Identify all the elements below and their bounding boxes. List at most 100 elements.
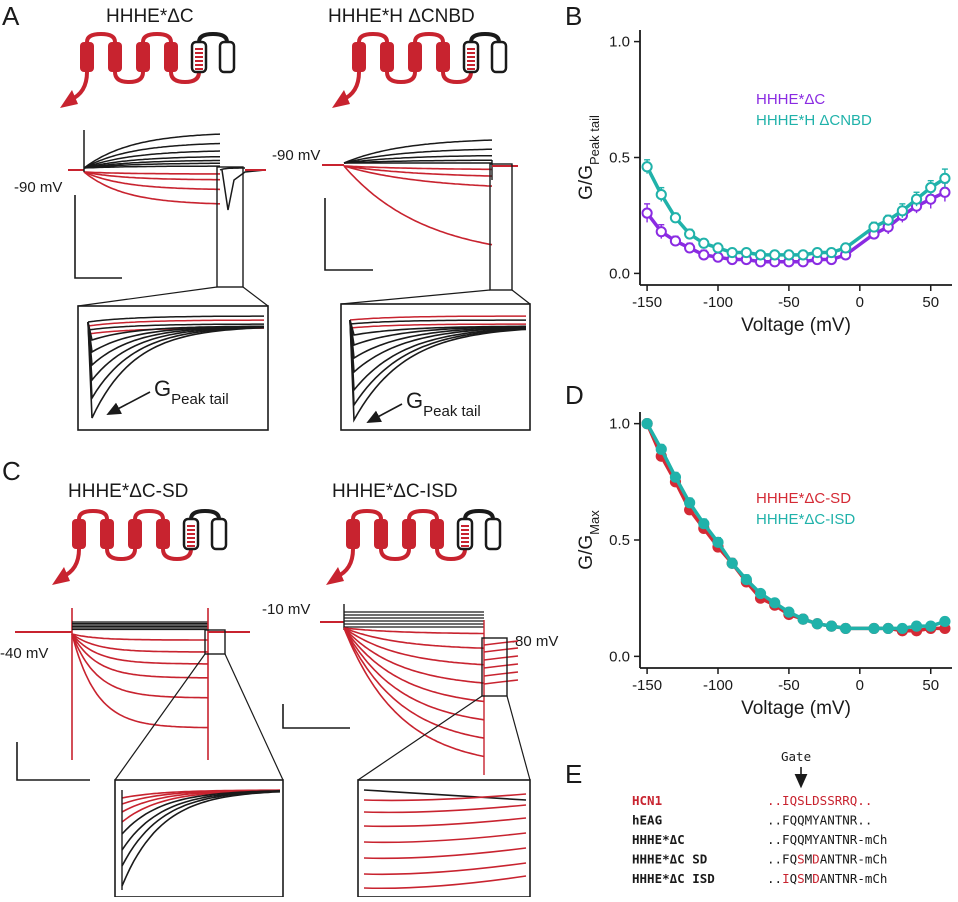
current-trace	[71, 633, 208, 679]
legend-b-0: HHHE*ΔC	[756, 91, 825, 108]
inset-tail-c-left	[114, 779, 284, 898]
data-point	[740, 246, 752, 259]
x-tick-label: -50	[778, 294, 800, 311]
channel-cartoon-a-right	[332, 31, 508, 108]
data-point	[939, 186, 951, 198]
data-point	[939, 172, 951, 184]
data-point	[641, 207, 653, 219]
zoom-region-c-right	[481, 637, 508, 697]
data-point	[712, 251, 724, 263]
transmembrane-helix-icon	[484, 517, 502, 551]
holding-voltage-a-right: -90 mV	[272, 147, 320, 164]
panel-letter-b: B	[565, 1, 582, 31]
current-trace	[83, 155, 220, 169]
tail-current-trace	[483, 640, 519, 646]
x-tick-label: -150	[632, 677, 662, 694]
current-trace	[83, 165, 220, 169]
transmembrane-helix-icon	[352, 42, 366, 72]
x-tick-label: -100	[703, 294, 733, 311]
data-point	[655, 226, 667, 238]
x-tick-label: 50	[922, 677, 939, 694]
data-point	[726, 557, 738, 569]
data-point	[698, 237, 710, 249]
inset-trace	[349, 319, 527, 423]
data-point	[754, 587, 767, 600]
current-trace	[83, 142, 221, 169]
scale-bar-a-left	[74, 195, 122, 279]
x-tick-label: 0	[856, 677, 864, 694]
holding-voltage-c-right: -10 mV	[262, 601, 310, 618]
current-trace	[343, 165, 493, 187]
data-point	[939, 615, 951, 628]
current-trace	[343, 165, 493, 177]
data-point	[825, 620, 838, 632]
sequence-name: HCN1	[632, 793, 662, 808]
current-trace	[83, 171, 220, 175]
data-point	[925, 182, 937, 194]
legend-d-1: HHHE*ΔC-ISD	[756, 511, 855, 528]
data-point	[641, 418, 653, 430]
data-point	[684, 497, 696, 509]
current-trace	[343, 627, 485, 739]
x-tick-label: -100	[703, 677, 733, 694]
inset-trace	[87, 315, 264, 323]
current-traces-a-left	[68, 130, 266, 211]
construct-title-c-left: HHHE*ΔC-SD	[68, 481, 188, 502]
transmembrane-helix-icon	[156, 519, 170, 549]
data-point	[769, 597, 781, 609]
current-trace	[83, 171, 220, 205]
inset-trace	[363, 804, 527, 814]
current-trace	[71, 633, 208, 729]
data-point	[698, 249, 710, 261]
inset-trace	[121, 791, 281, 887]
y-tick-label: 0.5	[609, 150, 630, 167]
current-trace	[71, 633, 208, 653]
inset-trace	[87, 321, 265, 419]
tail-current-trace	[483, 679, 519, 685]
data-point	[740, 573, 752, 586]
chart-b: -150 -100 -50 0 50 0.0 0.5 1.0 Voltage (mV) G/GPe…	[576, 30, 952, 336]
y-tick-label: 0.0	[609, 648, 630, 665]
channel-cartoon-c-left	[52, 508, 228, 585]
data-point	[684, 228, 696, 240]
panel-letter-a: A	[2, 1, 20, 31]
data-point	[684, 242, 696, 254]
current-trace	[343, 627, 485, 684]
n-terminus-arrow-icon	[332, 90, 350, 108]
transmembrane-helix-icon	[402, 519, 416, 549]
n-terminus-arrow-icon	[52, 567, 70, 585]
panel-a: A HHHE*ΔC HHHE*H ΔCNBD -90 mV -90 mV	[2, 1, 531, 431]
inset-traces-a-left	[87, 315, 265, 419]
x-axis-label: Voltage (mV)	[741, 698, 851, 719]
inset-traces-c-right	[363, 789, 527, 890]
sequence-name: hEAG	[632, 813, 662, 828]
current-trace	[343, 139, 492, 164]
transmembrane-helix-icon	[430, 519, 444, 549]
data-point	[811, 246, 823, 259]
panel-c: C HHHE*ΔC-SD HHHE*ΔC-ISD -40 mV -10 mV -…	[0, 456, 558, 898]
inset-trace	[349, 319, 527, 408]
data-point	[783, 606, 795, 618]
inset-trace	[363, 862, 527, 876]
transmembrane-helix-icon	[346, 519, 360, 549]
x-tick-label: -150	[632, 294, 662, 311]
data-point	[655, 443, 667, 455]
data-point	[840, 622, 852, 635]
inset-trace	[363, 793, 527, 802]
data-point	[726, 246, 738, 259]
current-trace	[71, 633, 208, 641]
sequence-text: ..IQSLDSSRRQ..	[767, 793, 872, 808]
current-trace	[71, 633, 209, 699]
current-trace	[343, 627, 484, 635]
transmembrane-helix-icon	[210, 517, 228, 551]
current-traces-c-right	[320, 604, 519, 775]
n-terminus-arrow-icon	[326, 567, 344, 585]
gate-label: Gate	[781, 749, 811, 764]
transmembrane-helix-icon	[218, 40, 236, 74]
data-point	[641, 161, 653, 173]
inset-trace	[87, 319, 264, 327]
data-point	[712, 536, 724, 548]
x-tick-label: 50	[922, 294, 939, 311]
inset-trace	[349, 319, 526, 325]
